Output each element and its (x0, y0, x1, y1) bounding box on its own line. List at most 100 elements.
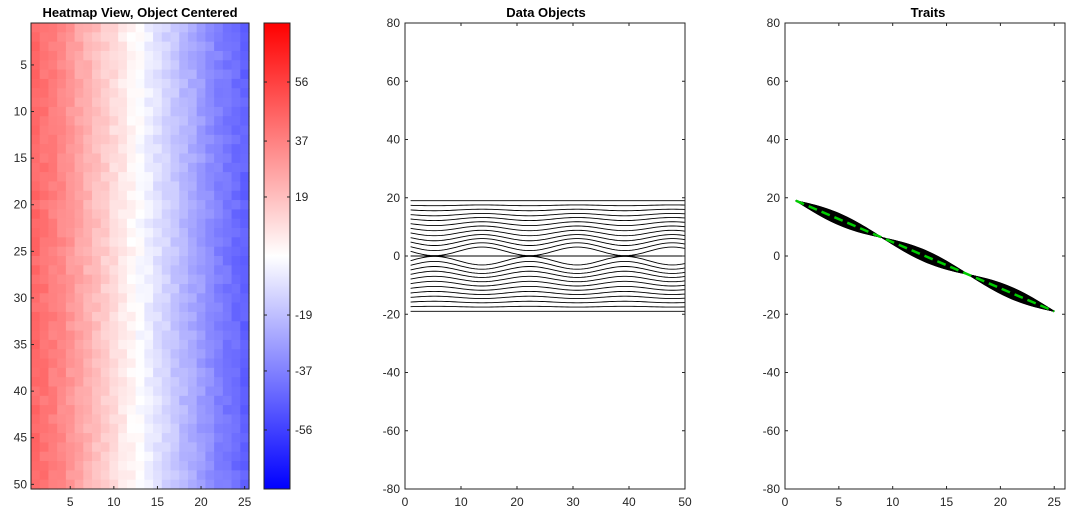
heatmap-cell (222, 423, 233, 434)
heatmap-cell (179, 377, 189, 388)
heatmap-cell (83, 153, 93, 164)
heatmap-cell (74, 125, 84, 136)
heatmap-cell (179, 209, 189, 220)
heatmap-cell (196, 60, 206, 71)
heatmap-cell (161, 50, 172, 61)
heatmap-cell (196, 190, 206, 201)
heatmap-cell (74, 461, 84, 471)
heatmap-cell (100, 181, 111, 192)
heatmap-cell (231, 358, 241, 369)
heatmap-cell (118, 302, 128, 313)
heatmap-cell (135, 414, 145, 425)
heatmap-cell (109, 386, 119, 397)
heatmap-cell (240, 367, 250, 378)
heatmap-cell (31, 134, 41, 145)
heatmap-cell (187, 116, 198, 127)
heatmap-cell (240, 50, 250, 61)
heatmap-cell (144, 433, 154, 443)
heatmap-cell (31, 423, 41, 434)
heatmap-cell (161, 311, 172, 322)
heatmap-cell (31, 311, 41, 322)
heatmap-cell (170, 302, 180, 313)
heatmap-cell (205, 172, 215, 183)
heatmap-cell (144, 274, 154, 285)
heatmap-cell (205, 246, 215, 257)
heatmap-cell (144, 88, 154, 99)
heatmap-cell (65, 405, 76, 416)
heatmap-cell (153, 461, 163, 471)
heatmap-cell (31, 377, 41, 388)
heatmap-cell (170, 172, 180, 183)
heatmap-cell (187, 395, 198, 406)
heatmap-cell (240, 190, 250, 201)
heatmap-cell (196, 414, 206, 425)
heatmap-cell (196, 311, 206, 322)
heatmap-cell (179, 256, 189, 266)
heatmap-cell (231, 451, 241, 462)
heatmap-cell (39, 321, 50, 332)
heatmap-cell (74, 228, 84, 238)
heatmap-cell (48, 283, 58, 294)
heatmap-cell (144, 339, 154, 350)
heatmap-cell (170, 470, 180, 481)
heatmap-cell (240, 256, 250, 266)
heatmap-cell (196, 246, 206, 257)
heatmap-cell (74, 311, 84, 322)
heatmap-cell (179, 228, 189, 238)
heatmap-cell (179, 293, 189, 304)
heatmap-cell (126, 125, 137, 136)
heatmap-cell (31, 246, 41, 257)
heatmap-cell (153, 23, 163, 33)
heatmap-cell (161, 172, 172, 183)
heatmap-cell (231, 181, 241, 192)
heatmap-cell (65, 69, 76, 80)
heatmap-cell (214, 433, 224, 443)
heatmap-cell (48, 153, 58, 164)
y-tick-label: -60 (763, 424, 781, 438)
heatmap-cell (48, 451, 58, 462)
heatmap-cell (153, 209, 163, 220)
heatmap-cell (83, 97, 93, 108)
heatmap-cell (222, 228, 233, 238)
heatmap-cell (48, 228, 58, 238)
heatmap-cell (135, 339, 145, 350)
heatmap-cell (196, 451, 206, 462)
heatmap-cell (205, 451, 215, 462)
heatmap-cell (153, 339, 163, 350)
heatmap-cell (65, 209, 76, 220)
heatmap-cell (240, 395, 250, 406)
heatmap-cell (109, 60, 119, 71)
data-object-line (410, 208, 686, 212)
heatmap-cell (57, 190, 67, 201)
heatmap-cell (39, 97, 50, 108)
heatmap-y-axis: 5 10 15 20 25 30 35 40 45 50 (14, 58, 34, 491)
x-tick-label: 25 (1048, 495, 1062, 509)
heatmap-cell (196, 69, 206, 80)
heatmap-cell (135, 162, 145, 173)
heatmap-cell (126, 50, 137, 61)
heatmap-cell (144, 97, 154, 108)
heatmap-cell (231, 32, 241, 43)
heatmap-cell (57, 23, 67, 33)
heatmap-cell (161, 246, 172, 257)
heatmap-cell (126, 218, 137, 229)
heatmap-cell (57, 414, 67, 425)
heatmap-cell (83, 41, 93, 52)
y-tick-label: -60 (383, 424, 401, 438)
heatmap-cell (214, 228, 224, 238)
heatmap-cell (109, 433, 119, 443)
heatmap-cell (214, 386, 224, 397)
heatmap-cell (57, 479, 67, 490)
data-object-line (410, 229, 686, 237)
heatmap-cell (170, 405, 180, 416)
heatmap-cell (74, 386, 84, 397)
heatmap-cell (135, 367, 145, 378)
heatmap-cell (65, 88, 76, 99)
heatmap-cell (118, 386, 128, 397)
heatmap-cell (153, 88, 163, 99)
heatmap-cell (48, 41, 58, 52)
heatmap-cell (100, 60, 111, 71)
heatmap-cell (153, 246, 163, 257)
heatmap-cell (48, 106, 58, 117)
heatmap-cell (48, 479, 58, 490)
